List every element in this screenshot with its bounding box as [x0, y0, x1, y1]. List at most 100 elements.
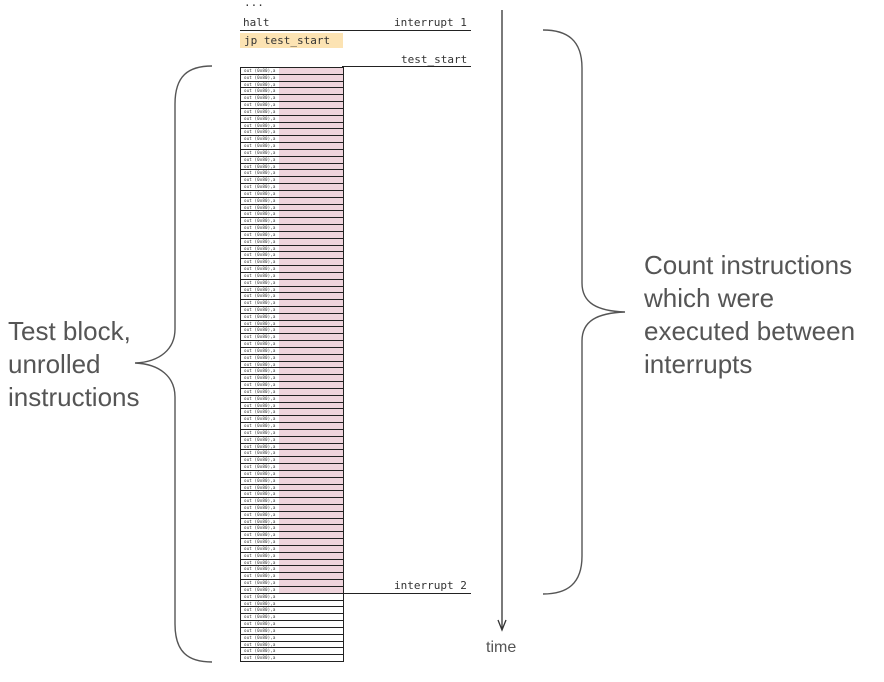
instruction-row: out (0x80),a [241, 594, 343, 601]
instruction-text: out (0x80),a [244, 286, 276, 292]
instruction-text: out (0x80),a [244, 266, 276, 272]
instruction-block: out (0x80),a out (0x80),a out (0x80),a out … [240, 67, 344, 663]
instruction-row-highlighted: out (0x80),a [241, 470, 343, 478]
instruction-row-highlighted: out (0x80),a [241, 211, 343, 219]
time-label: time [486, 639, 517, 656]
instruction-text: out (0x80),a [244, 245, 276, 251]
left-label-line: Test block, [8, 316, 131, 346]
instruction-text: out (0x80),a [244, 511, 276, 517]
instruction-row-highlighted: out (0x80),a [241, 108, 343, 116]
instruction-row-highlighted: out (0x80),a [241, 306, 343, 314]
instruction-row-highlighted: out (0x80),a [241, 320, 343, 328]
instruction-row-highlighted: out (0x80),a [241, 559, 343, 567]
instruction-text: out (0x80),a [244, 423, 276, 429]
instruction-row-highlighted: out (0x80),a [241, 231, 343, 239]
instruction-row-highlighted: out (0x80),a [241, 573, 343, 581]
instruction-text: out (0x80),a [244, 539, 276, 545]
instruction-text: out (0x80),a [244, 163, 276, 169]
instruction-text: out (0x80),a [244, 231, 276, 237]
instruction-row: out (0x80),a [241, 655, 343, 663]
instruction-row-highlighted: out (0x80),a [241, 518, 343, 526]
interrupt1-label: interrupt 1 [394, 16, 467, 29]
instruction-text: out (0x80),a [244, 607, 276, 613]
instruction-row-highlighted: out (0x80),a [241, 327, 343, 335]
instruction-row-highlighted: out (0x80),a [241, 197, 343, 205]
instruction-text: out (0x80),a [244, 477, 276, 483]
instruction-text: out (0x80),a [244, 177, 276, 183]
instruction-text: out (0x80),a [244, 375, 276, 381]
instruction-row-highlighted: out (0x80),a [241, 156, 343, 164]
instruction-row-highlighted: out (0x80),a [241, 218, 343, 226]
instruction-row-highlighted: out (0x80),a [241, 484, 343, 492]
instruction-row-highlighted: out (0x80),a [241, 436, 343, 444]
instruction-text: out (0x80),a [244, 505, 276, 510]
instruction-text: out (0x80),a [244, 68, 276, 73]
instruction-row-highlighted: out (0x80),a [241, 545, 343, 553]
instruction-text: out (0x80),a [244, 361, 276, 367]
instruction-row-highlighted: out (0x80),a [241, 382, 343, 389]
instruction-text: out (0x80),a [244, 190, 276, 196]
instruction-row-highlighted: out (0x80),a [241, 129, 343, 137]
interrupt2-label: interrupt 2 [394, 579, 467, 592]
instruction-row-highlighted: out (0x80),a [241, 443, 343, 451]
instruction-text: out (0x80),a [244, 95, 276, 101]
instruction-row: out (0x80),a [241, 614, 343, 622]
instruction-text: out (0x80),a [244, 641, 276, 647]
instruction-row-highlighted: out (0x80),a [241, 498, 343, 505]
instruction-row-highlighted: out (0x80),a [241, 170, 343, 178]
halt-label: halt [243, 16, 270, 29]
right-label-line: interrupts [644, 349, 753, 379]
instruction-row: out (0x80),a [241, 648, 343, 656]
instruction-row-highlighted: out (0x80),a [241, 375, 343, 383]
instruction-row-highlighted: out (0x80),a [241, 177, 343, 185]
instruction-row-highlighted: out (0x80),a [241, 259, 343, 267]
instruction-text: out (0x80),a [244, 341, 276, 347]
instruction-text: out (0x80),a [244, 149, 276, 155]
instruction-row-highlighted: out (0x80),a [241, 341, 343, 348]
jump-label: jp test_start [244, 34, 331, 47]
instruction-text: out (0x80),a [244, 259, 276, 265]
instruction-row-highlighted: out (0x80),a [241, 450, 343, 458]
instruction-row-highlighted: out (0x80),a [241, 539, 343, 546]
instruction-row-highlighted: out (0x80),a [241, 149, 343, 157]
instruction-text: out (0x80),a [244, 634, 276, 640]
instruction-row-highlighted: out (0x80),a [241, 225, 343, 232]
instruction-text: out (0x80),a [244, 334, 276, 340]
instruction-row-highlighted: out (0x80),a [241, 102, 343, 109]
instruction-text: out (0x80),a [244, 395, 276, 401]
instruction-text: out (0x80),a [244, 129, 276, 135]
instruction-row-highlighted: out (0x80),a [241, 334, 343, 342]
instruction-text: out (0x80),a [244, 559, 276, 565]
instruction-row-highlighted: out (0x80),a [241, 395, 343, 403]
instruction-text: out (0x80),a [244, 143, 276, 149]
instruction-row-highlighted: out (0x80),a [241, 368, 343, 376]
instruction-row: out (0x80),a [241, 635, 343, 642]
instruction-text: out (0x80),a [244, 115, 276, 121]
instruction-text: out (0x80),a [244, 457, 276, 463]
instruction-text: out (0x80),a [244, 347, 276, 353]
instruction-text: out (0x80),a [244, 184, 276, 190]
instruction-text: out (0x80),a [244, 436, 276, 442]
instruction-row-highlighted: out (0x80),a [241, 279, 343, 287]
left-label: Test block, unrolled instructions [8, 315, 140, 414]
right-label-line: which were [644, 283, 775, 313]
instruction-text: out (0x80),a [244, 252, 276, 258]
instruction-row-highlighted: out (0x80),a [241, 204, 343, 212]
instruction-text: out (0x80),a [244, 416, 276, 422]
instruction-text: out (0x80),a [244, 532, 276, 538]
instruction-row-highlighted: out (0x80),a [241, 416, 343, 424]
instruction-row-highlighted: out (0x80),a [241, 347, 343, 355]
instruction-row-highlighted: out (0x80),a [241, 388, 343, 396]
instruction-row-highlighted: out (0x80),a [241, 266, 343, 273]
left-label-line: instructions [8, 382, 140, 412]
instruction-row-highlighted: out (0x80),a [241, 122, 343, 130]
instruction-text: out (0x80),a [244, 382, 276, 388]
instruction-text: out (0x80),a [244, 122, 276, 128]
instruction-row-highlighted: out (0x80),a [241, 300, 343, 307]
instruction-row-highlighted: out (0x80),a [241, 457, 343, 465]
instruction-text: out (0x80),a [244, 552, 276, 558]
instruction-text: out (0x80),a [244, 74, 276, 80]
instruction-row: out (0x80),a [241, 601, 343, 608]
top-ellipsis: ... [244, 0, 264, 9]
